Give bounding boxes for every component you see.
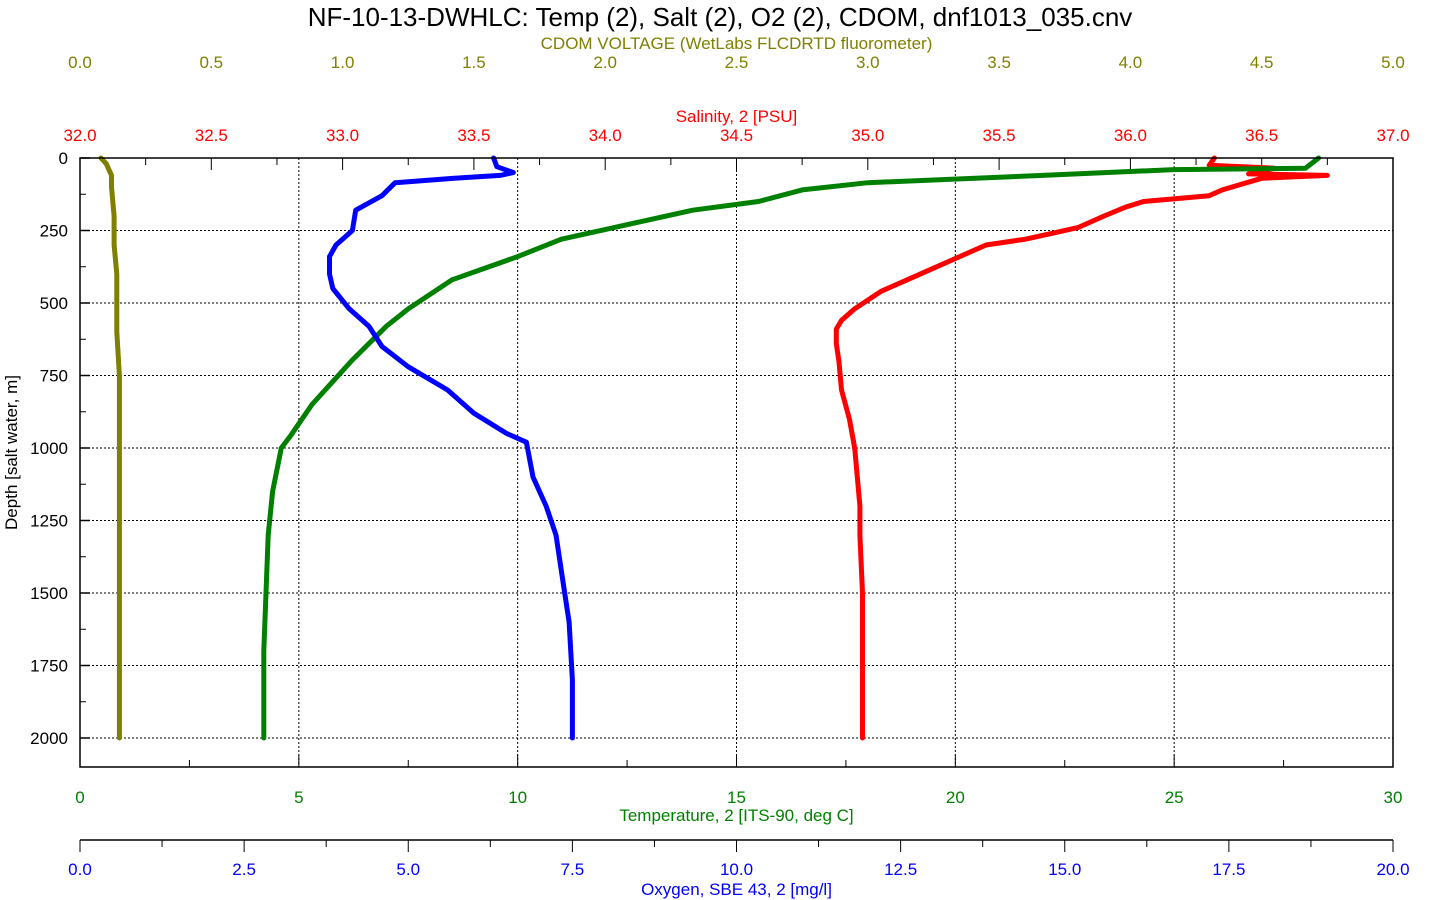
temperature-axis: 0 5 10 15 20 25 30 Temperature, 2 [ITS-90, deg … [75, 755, 1402, 825]
salinity-tick-label: 35.0 [851, 126, 884, 145]
cdom-tick-label: 0.5 [199, 53, 223, 72]
cdom-tick-label: 0.0 [68, 53, 92, 72]
cdom-tick-label: 4.5 [1250, 53, 1274, 72]
oxygen-axis: 0.0 2.5 5.0 7.5 10.0 12.5 15.0 17.5 20.0 Oxygen, … [68, 839, 1410, 899]
salinity-profile-line [833, 155, 1330, 741]
temperature-tick-label: 5 [294, 788, 303, 807]
plot-frame [79, 157, 1394, 768]
y-tick-label: 1000 [30, 439, 68, 458]
y-tick-label: 1750 [30, 657, 68, 676]
temperature-tick-label: 20 [946, 788, 965, 807]
temperature-tick-label: 30 [1384, 788, 1403, 807]
cdom-tick-label: 3.0 [856, 53, 880, 72]
oxygen-tick-label: 0.0 [68, 860, 92, 879]
cdom-tick-label: 2.5 [725, 53, 749, 72]
grid [80, 158, 1393, 767]
temperature-axis-label: Temperature, 2 [ITS-90, deg C] [619, 806, 853, 825]
y-tick-label: 1250 [30, 512, 68, 531]
oxygen-tick-label: 7.5 [561, 860, 585, 879]
oxygen-tick-label: 15.0 [1048, 860, 1081, 879]
temperature-tick-label: 0 [75, 788, 84, 807]
cdom-tick-label: 1.0 [331, 53, 355, 72]
oxygen-tick-label: 10.0 [720, 860, 753, 879]
salinity-tick-label: 33.5 [457, 126, 490, 145]
salinity-tick-label: 36.5 [1245, 126, 1278, 145]
cdom-tick-label: 1.5 [462, 53, 486, 72]
cdom-tick-label: 2.0 [593, 53, 617, 72]
salinity-tick-label: 36.0 [1114, 126, 1147, 145]
y-tick-label: 2000 [30, 729, 68, 748]
y-tick-label: 750 [40, 367, 68, 386]
oxygen-tick-label: 5.0 [396, 860, 420, 879]
chart-title: NF-10-13-DWHLC: Temp (2), Salt (2), O2 (… [308, 2, 1133, 32]
y-tick-label: 500 [40, 294, 68, 313]
salinity-tick-label: 34.5 [720, 126, 753, 145]
temperature-profile-line [261, 155, 1322, 741]
salinity-tick-label: 37.0 [1376, 126, 1409, 145]
oxygen-tick-label: 12.5 [884, 860, 917, 879]
temperature-tick-label: 15 [727, 788, 746, 807]
series-layer [98, 155, 1330, 741]
y-tick-label: 0 [59, 149, 68, 168]
y-axis-label: Depth [salt water, m] [2, 375, 21, 530]
cdom-axis: 0.0 0.5 1.0 1.5 2.0 2.5 3.0 3.5 4.0 4.5 5.0 CDOM VO… [68, 34, 1405, 72]
cdom-tick-label: 5.0 [1381, 53, 1405, 72]
salinity-tick-label: 35.5 [983, 126, 1016, 145]
y-tick-label: 250 [40, 222, 68, 241]
oxygen-tick-label: 2.5 [232, 860, 256, 879]
oxygen-profile-line [327, 155, 575, 741]
y-tick-label: 1500 [30, 584, 68, 603]
cdom-axis-label: CDOM VOLTAGE (WetLabs FLCDRTD fluoromete… [541, 34, 933, 53]
oxygen-axis-label: Oxygen, SBE 43, 2 [mg/l] [641, 880, 832, 899]
cdom-profile-line [98, 155, 122, 741]
oxygen-tick-label: 17.5 [1212, 860, 1245, 879]
cdom-tick-label: 3.5 [987, 53, 1011, 72]
salinity-tick-label: 32.0 [63, 126, 96, 145]
salinity-tick-label: 34.0 [589, 126, 622, 145]
temperature-tick-label: 10 [508, 788, 527, 807]
salinity-tick-label: 32.5 [195, 126, 228, 145]
salinity-axis-label: Salinity, 2 [PSU] [676, 107, 798, 126]
oxygen-tick-label: 20.0 [1376, 860, 1409, 879]
temperature-tick-label: 25 [1165, 788, 1184, 807]
salinity-axis: 32.0 32.5 33.0 33.5 34.0 34.5 35.0 35.5 36.0 36.5… [63, 107, 1410, 170]
cdom-tick-label: 4.0 [1119, 53, 1143, 72]
salinity-tick-label: 33.0 [326, 126, 359, 145]
